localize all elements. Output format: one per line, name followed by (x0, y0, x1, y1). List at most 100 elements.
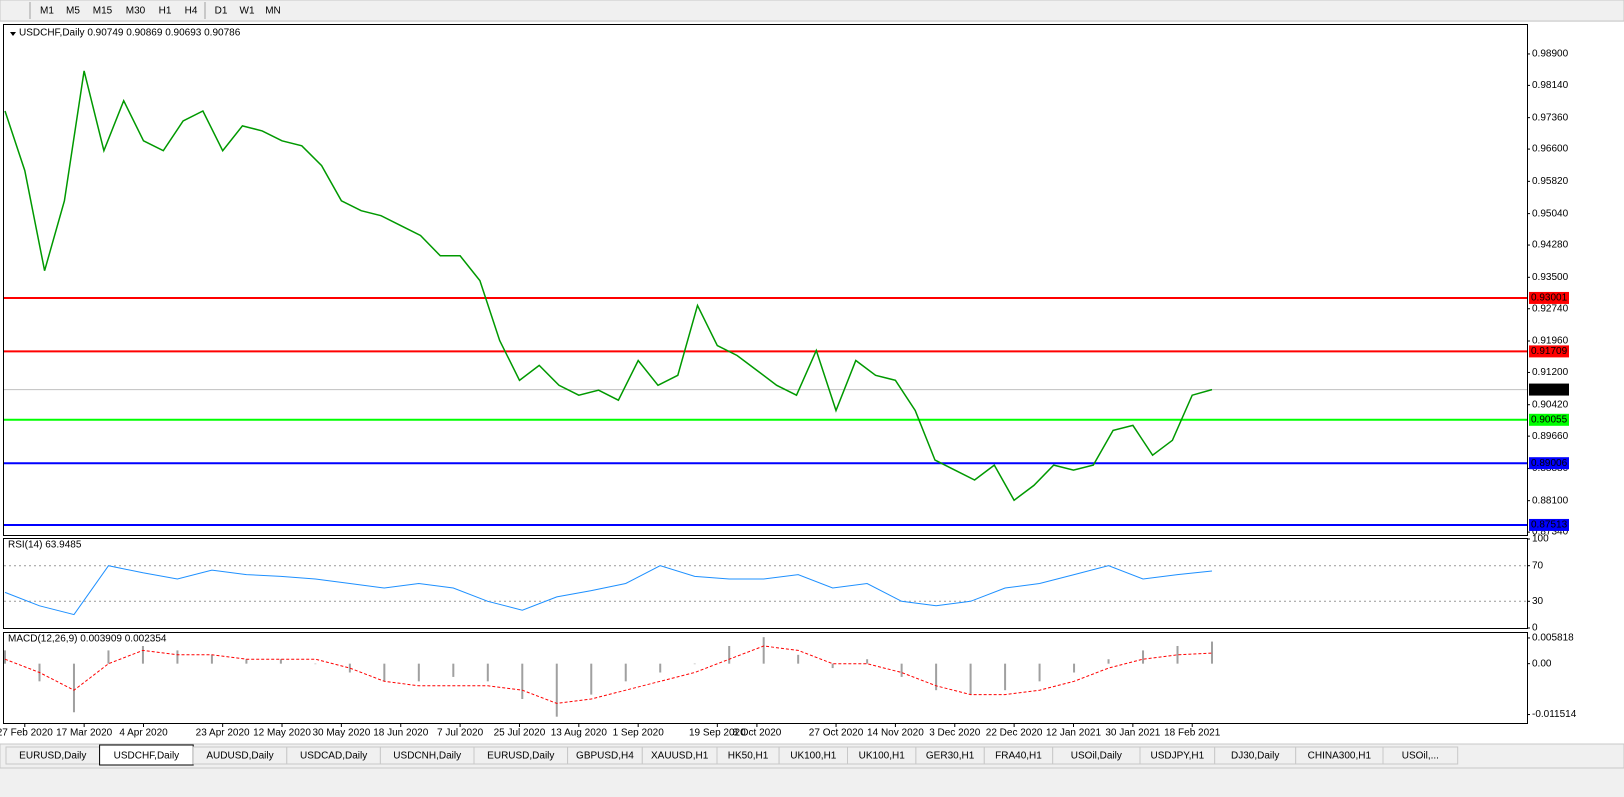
y-tick-label: 0.98140 (1532, 80, 1569, 91)
macd-bar (107, 650, 110, 664)
macd-bar (1211, 641, 1213, 664)
y-tick-label: 0.96600 (1532, 144, 1569, 155)
tab-label[interactable]: FRA40,H1 (995, 751, 1042, 762)
x-tick-label: 22 Dec 2020 (986, 728, 1043, 739)
y-tick-label: 0 (1532, 623, 1538, 634)
macd-bar (1107, 659, 1110, 664)
macd-bar (624, 663, 627, 682)
series-line (4, 70, 1213, 502)
macd-bar (141, 645, 144, 664)
timeframe-button[interactable]: MN (265, 6, 281, 17)
macd-bar (590, 663, 593, 695)
y-tick-label: 0.95040 (1532, 208, 1569, 219)
macd-bar (452, 663, 455, 677)
macd-bar (728, 645, 731, 664)
x-tick-label: 19 Sep 2020 (689, 728, 746, 739)
macd-bar (521, 663, 524, 700)
tab[interactable] (1382, 746, 1459, 765)
level-label: 0.90786 (1531, 384, 1568, 395)
rsi-title: RSI(14) 63.9485 (8, 540, 82, 551)
macd-bar (383, 663, 386, 682)
timeframe-button[interactable]: W1 (240, 6, 255, 17)
chart-area (0, 22, 1624, 744)
tab-label[interactable]: DJ30,Daily (1231, 751, 1279, 762)
macd-bar (900, 663, 903, 677)
series-line (4, 565, 1213, 616)
level-label: 0.93001 (1531, 293, 1568, 304)
macd-bar (417, 663, 420, 682)
y-tick-label: 0.91200 (1532, 367, 1569, 378)
macd-bar (72, 663, 75, 713)
timeframe-button[interactable]: M5 (66, 6, 80, 17)
x-tick-label: 30 May 2020 (312, 728, 370, 739)
tab-label[interactable]: USOil,... (1402, 751, 1439, 762)
level-tag (1529, 291, 1569, 304)
macd-bar (797, 654, 800, 664)
x-tick-label: 27 Oct 2020 (809, 728, 864, 739)
tab-label[interactable]: CHINA300,H1 (1308, 751, 1372, 762)
x-tick-label: 3 Dec 2020 (929, 728, 981, 739)
x-tick-label: 8 Oct 2020 (732, 728, 781, 739)
macd-bar (555, 663, 558, 717)
x-tick-label: 23 Apr 2020 (196, 728, 250, 739)
macd-bar (1073, 663, 1076, 673)
tab-label[interactable]: UK100,H1 (790, 751, 837, 762)
macd-bar (659, 663, 662, 673)
tab-label[interactable]: USOil,Daily (1071, 751, 1122, 762)
tab-label[interactable]: AUDUSD,Daily (206, 751, 273, 762)
timeframe-button[interactable]: M1 (40, 6, 54, 17)
y-tick-label: -0.011514 (1532, 709, 1577, 720)
y-tick-label: 0.005818 (1532, 633, 1574, 644)
macd-bar (831, 663, 834, 669)
price-panel (3, 24, 1528, 536)
x-tick-label: 12 Jan 2021 (1046, 728, 1101, 739)
tab-label[interactable]: USDCAD,Daily (300, 751, 367, 762)
level-tag (1529, 518, 1569, 531)
tab-label[interactable]: USDCNH,Daily (393, 751, 461, 762)
timeframe-button[interactable]: D1 (215, 6, 228, 17)
level-tag (1529, 383, 1569, 396)
tab-label[interactable]: UK100,H1 (859, 751, 906, 762)
macd-bar (935, 663, 938, 691)
macd-panel (3, 632, 1528, 724)
macd-bar (1142, 650, 1145, 664)
macd-bar (486, 663, 489, 682)
level-label: 0.87513 (1531, 520, 1568, 531)
timeframe-button[interactable]: H1 (159, 6, 172, 17)
y-tick-label: 0.90420 (1532, 399, 1569, 410)
tab-label[interactable]: HK50,H1 (728, 751, 769, 762)
timeframe-button[interactable]: H4 (185, 6, 198, 17)
level-label: 0.90055 (1531, 414, 1568, 425)
x-tick-label: 1 Sep 2020 (613, 728, 665, 739)
x-tick-label: 27 Feb 2020 (0, 728, 53, 739)
y-tick-label: 0.91960 (1532, 336, 1569, 347)
tab-label[interactable]: XAUUSD,H1 (651, 751, 709, 762)
tab-label[interactable]: GBPUSD,H4 (576, 751, 634, 762)
tab-label[interactable]: USDJPY,H1 (1150, 751, 1204, 762)
x-tick-label: 13 Aug 2020 (551, 728, 608, 739)
macd-bar (1176, 645, 1179, 664)
macd-bar (314, 663, 317, 665)
level-tag (1529, 345, 1569, 358)
tab-label[interactable]: EURUSD,Daily (19, 751, 86, 762)
y-tick-label: 0.00 (1532, 658, 1552, 669)
x-tick-label: 4 Apr 2020 (119, 728, 168, 739)
y-tick-label: 0.93500 (1532, 272, 1569, 283)
level-label: 0.91709 (1531, 346, 1568, 357)
tab-label[interactable]: USDCHF,Daily (114, 751, 180, 762)
timeframe-button[interactable]: M30 (126, 6, 146, 17)
toolbar (0, 0, 1624, 22)
tab-label[interactable]: EURUSD,Daily (487, 751, 554, 762)
timeframe-button[interactable]: M15 (93, 6, 113, 17)
macd-bar (693, 663, 696, 665)
rsi-panel (3, 538, 1528, 629)
level-tag (1529, 413, 1569, 426)
x-tick-label: 17 Mar 2020 (56, 728, 113, 739)
macd-bar (762, 637, 765, 664)
y-tick-label: 30 (1532, 596, 1544, 607)
tab-label[interactable]: GER30,H1 (926, 751, 975, 762)
y-tick-label: 0.98900 (1532, 49, 1569, 60)
y-tick-label: 100 (1532, 534, 1549, 545)
y-tick-label: 0.94280 (1532, 240, 1569, 251)
macd-bar (176, 650, 179, 664)
